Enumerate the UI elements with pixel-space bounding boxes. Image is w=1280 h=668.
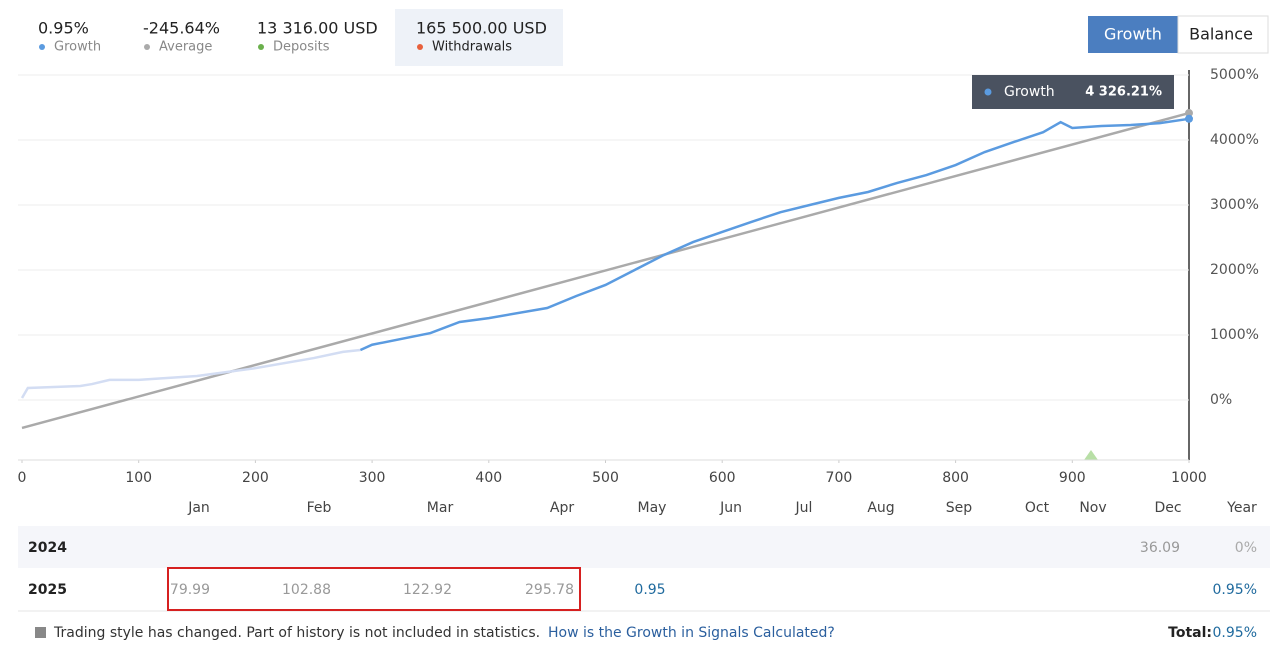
stat-label: Withdrawals — [432, 40, 512, 55]
stat-value: 165 500.00 USD — [416, 19, 547, 38]
month-header: Aug — [867, 500, 894, 516]
growth-line — [20, 348, 361, 399]
cell-value: 0.95 — [634, 582, 665, 598]
month-header: Nov — [1079, 500, 1106, 516]
month-header: Dec — [1154, 500, 1181, 516]
total-label: Total: — [1168, 625, 1212, 641]
month-header: Jan — [187, 500, 210, 516]
y-tick-label: 4000% — [1210, 132, 1259, 148]
x-tick-label: 200 — [242, 470, 269, 486]
y-tick-label: 1000% — [1210, 327, 1259, 343]
y-tick-label: 2000% — [1210, 262, 1259, 278]
stat-value: 0.95% — [38, 19, 89, 38]
row-year: 2025 — [28, 582, 67, 598]
stat-dot — [258, 44, 264, 50]
stat-dot — [39, 44, 45, 50]
x-tick-label: 300 — [359, 470, 386, 486]
footer-note: Trading style has changed. Part of histo… — [53, 625, 540, 641]
y-tick-label: 0% — [1210, 392, 1232, 408]
info-icon — [35, 627, 46, 638]
trend-line — [21, 111, 1190, 430]
tab-label[interactable]: Balance — [1189, 25, 1253, 44]
month-header: Sep — [946, 500, 973, 516]
row-year: 2024 — [28, 540, 67, 556]
cell-value: 0.95% — [1213, 582, 1257, 598]
month-header: Apr — [550, 500, 574, 516]
stat-value: 13 316.00 USD — [257, 19, 378, 38]
trend-end — [1185, 109, 1193, 118]
stat-label: Deposits — [273, 40, 330, 55]
month-header: Oct — [1025, 500, 1050, 516]
x-tick-label: 900 — [1059, 470, 1086, 486]
x-tick-label: 500 — [592, 470, 619, 486]
active-stat-bg — [395, 9, 563, 66]
x-tick-label: 0 — [18, 470, 27, 486]
month-header: Jul — [795, 500, 813, 516]
x-tick-label: 600 — [709, 470, 736, 486]
stat-label: Growth — [54, 40, 101, 55]
deposit-marker — [1084, 450, 1098, 460]
total-value: 0.95% — [1213, 625, 1257, 641]
cell-value: 79.99 — [170, 582, 210, 598]
footer-link[interactable]: How is the Growth in Signals Calculated? — [548, 625, 835, 641]
x-tick-label: 100 — [125, 470, 152, 486]
tab-active[interactable] — [1088, 16, 1178, 53]
x-tick-label: 800 — [942, 470, 969, 486]
month-header: Mar — [427, 500, 454, 516]
x-tick-label: 700 — [826, 470, 853, 486]
tab[interactable] — [1177, 15, 1269, 54]
month-header: Year — [1226, 500, 1257, 516]
cell-value: 122.92 — [403, 582, 452, 598]
month-header: May — [638, 500, 667, 516]
tooltip-dot — [984, 88, 992, 96]
cell-value: 0% — [1235, 540, 1257, 556]
month-header: Jun — [719, 500, 742, 516]
growth-end — [1185, 114, 1193, 123]
y-tick-label: 3000% — [1210, 197, 1259, 213]
x-tick-label: 1000 — [1171, 470, 1207, 486]
growth-line — [359, 117, 1190, 352]
cell-value: 102.88 — [282, 582, 331, 598]
tooltip-value: 4 326.21% — [1085, 85, 1162, 100]
x-tick-label: 400 — [475, 470, 502, 486]
stat-dot — [144, 44, 150, 50]
cell-value: 295.78 — [525, 582, 574, 598]
y-tick-label: 5000% — [1210, 67, 1259, 83]
stat-dot — [417, 44, 423, 50]
cell-value: 36.09 — [1140, 540, 1180, 556]
month-header: Feb — [307, 500, 332, 516]
tab-label[interactable]: Growth — [1104, 25, 1162, 44]
row-bg — [18, 526, 1270, 568]
tooltip-name: Growth — [1004, 84, 1055, 100]
stat-label: Average — [159, 40, 212, 55]
tooltip — [972, 75, 1174, 109]
stat-value: -245.64% — [143, 19, 220, 38]
highlight-box — [167, 567, 581, 611]
